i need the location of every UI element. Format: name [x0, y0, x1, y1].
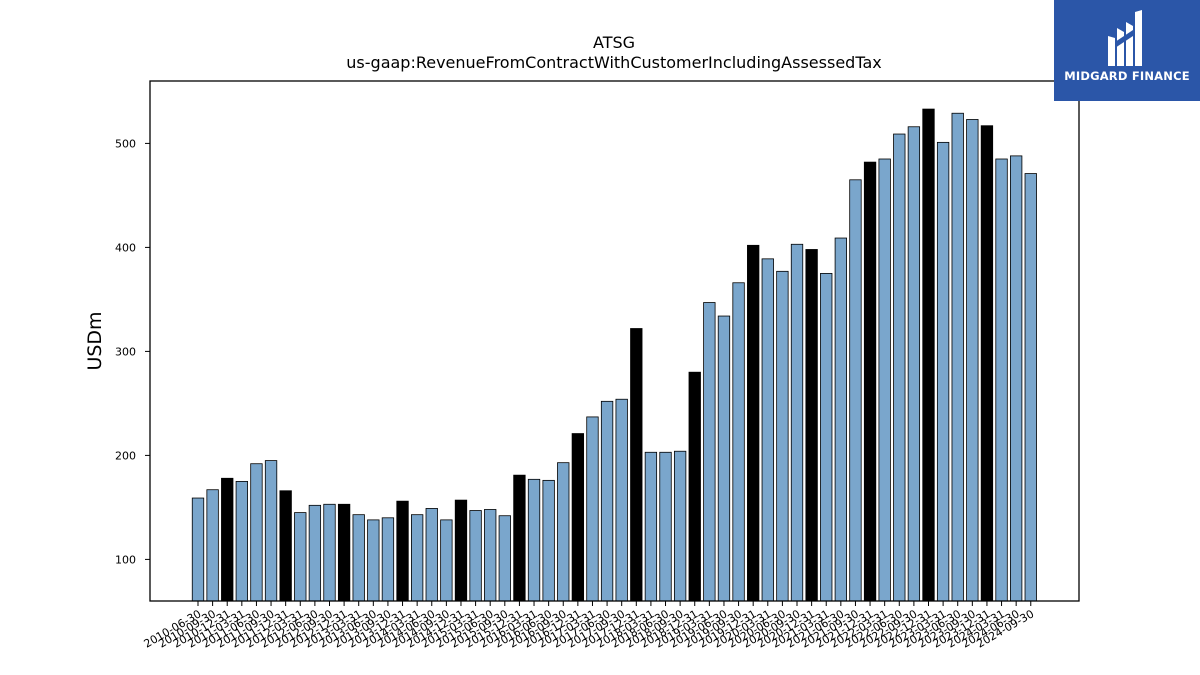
bars-group [191, 108, 1037, 602]
bar [410, 514, 424, 602]
bar [878, 158, 891, 602]
bar [294, 512, 307, 602]
bar [849, 179, 862, 602]
bar [557, 462, 570, 602]
y-axis-ticks: 100 200 300 400 500 [115, 137, 150, 566]
bar [615, 398, 628, 602]
bar [469, 510, 482, 602]
y-tick-label: 100 [115, 553, 136, 566]
bar [776, 270, 789, 602]
bar [659, 451, 672, 602]
bar [717, 315, 731, 602]
bar [440, 519, 453, 602]
bar [323, 503, 336, 602]
y-tick-label: 200 [115, 449, 136, 462]
bar [732, 282, 745, 602]
x-axis-ticks: 2010-06-302010-09-302010-12-312011-03-31… [142, 601, 1036, 651]
bar [834, 237, 847, 602]
bar [747, 244, 760, 602]
bar [513, 474, 526, 602]
bar [498, 515, 511, 602]
bar [250, 463, 263, 602]
bar [1010, 155, 1023, 602]
bar [805, 249, 818, 602]
plot-frame [149, 80, 1080, 602]
bar [761, 258, 774, 602]
y-axis-label: USDm [84, 311, 106, 370]
bar [600, 400, 614, 602]
y-tick-label: 500 [115, 137, 136, 150]
midgard-m-logo-icon [1108, 10, 1142, 66]
bar [586, 416, 599, 602]
bar [221, 477, 234, 602]
y-tick-label: 400 [115, 241, 136, 254]
bar [352, 514, 365, 602]
bar [703, 302, 716, 602]
bar [527, 478, 541, 602]
bar [235, 480, 248, 602]
chart-subtitle: us-gaap:RevenueFromContractWithCustomerI… [346, 53, 881, 72]
bar [644, 451, 658, 602]
bar [951, 112, 964, 602]
bar [790, 243, 804, 602]
bar [425, 508, 438, 602]
y-tick-label: 300 [115, 345, 136, 358]
bar [893, 133, 906, 602]
bar [966, 119, 979, 602]
bar [863, 161, 877, 602]
bar [191, 497, 205, 602]
bar [673, 450, 687, 602]
bar [308, 504, 322, 602]
bar [907, 126, 921, 602]
bar [454, 499, 468, 602]
bar [630, 328, 643, 602]
bar [337, 503, 351, 602]
bar [688, 371, 701, 602]
chart-title: ATSG [593, 33, 635, 52]
bar [820, 272, 833, 602]
brand-name: MIDGARD FINANCE [1064, 69, 1190, 83]
brand-logo: MIDGARD FINANCE [1054, 0, 1200, 101]
bar [264, 460, 278, 602]
bar [206, 489, 219, 602]
bar [381, 517, 395, 602]
bar [367, 519, 380, 602]
bar [922, 108, 935, 602]
bar [936, 141, 950, 602]
bar [542, 479, 555, 602]
bar [571, 433, 585, 602]
bar [980, 125, 994, 602]
bar [279, 490, 292, 602]
bar [995, 158, 1008, 602]
bar [1024, 173, 1037, 602]
bar [396, 500, 409, 602]
bar [484, 509, 497, 602]
